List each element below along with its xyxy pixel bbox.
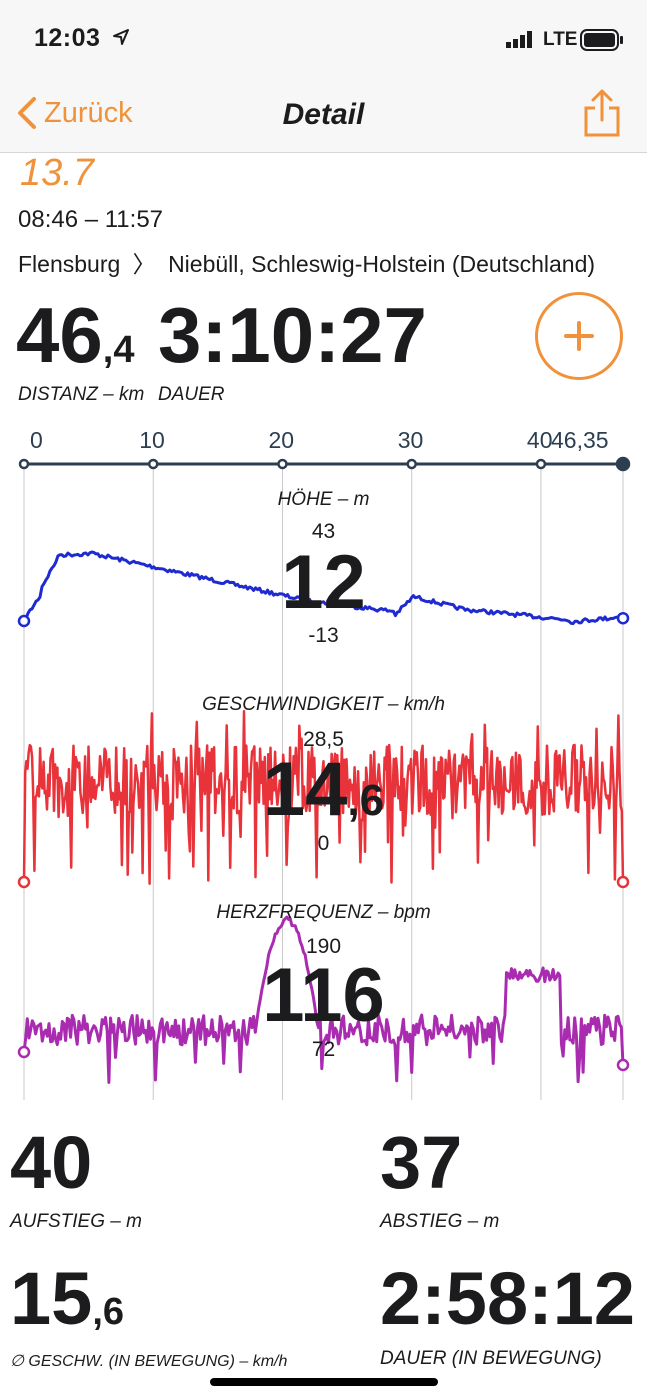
axis-tick-label: 0	[30, 427, 43, 453]
plus-icon	[564, 321, 594, 351]
speed-start-marker	[17, 875, 31, 889]
speed-line	[22, 709, 625, 885]
heartrate-chart	[17, 915, 630, 1084]
home-indicator	[210, 1378, 438, 1386]
ascent-value: 40	[10, 1121, 93, 1204]
route-to: Niebüll, Schleswig-Holstein (Deutschland…	[168, 251, 596, 277]
elevation-max: 43	[311, 520, 336, 543]
speed-chart-label: GESCHWINDIGKEIT – km/h	[202, 694, 445, 715]
avg-speed-value: 15,6	[10, 1262, 124, 1336]
avg-speed-label: ∅ GESCHW. (IN BEWEGUNG) – km/h	[10, 1353, 288, 1370]
distance-int: 46	[16, 291, 103, 379]
track-title: 13.7	[20, 152, 94, 194]
distance-dec: ,4	[102, 329, 135, 371]
descent-value: 37	[380, 1121, 463, 1204]
add-button[interactable]	[535, 292, 623, 380]
location-arrow-icon	[113, 29, 129, 45]
avg-speed-dec: ,6	[92, 1291, 125, 1333]
avg-speed-int: 15	[10, 1257, 93, 1340]
signal-icon	[506, 31, 532, 48]
route-from: Flensburg	[18, 251, 121, 277]
status-time: 12:03	[34, 24, 101, 52]
axis-tick-label: 10	[139, 427, 165, 453]
axis-tick-dot	[277, 458, 288, 470]
heartrate-max: 190	[305, 935, 342, 958]
speed-chart	[17, 709, 630, 889]
duration-value: 3:10:27	[158, 291, 427, 379]
heartrate-chart-label: HERZFREQUENZ – bpm	[216, 902, 431, 923]
back-label: Zurück	[44, 96, 133, 129]
speed-min: 0	[317, 832, 330, 855]
axis-tick-dot	[406, 458, 417, 470]
distance-label: DISTANZ – km	[18, 384, 145, 405]
track-timespan: 08:46 – 11:57	[18, 206, 164, 233]
heartrate-start-marker	[17, 1045, 31, 1059]
chevron-left-icon	[18, 97, 36, 129]
heartrate-line	[22, 915, 625, 1084]
distance-value: 46,4	[16, 296, 134, 374]
elevation-end-marker	[616, 611, 630, 625]
descent-label: ABSTIEG – m	[380, 1211, 500, 1232]
back-button[interactable]: Zurück	[16, 96, 133, 130]
speed-end-marker	[616, 875, 630, 889]
track-route: Flensburg 〉 Niebüll, Schleswig-Holstein …	[18, 245, 595, 279]
elevation-value: 12	[281, 540, 366, 625]
elevation-line	[22, 550, 624, 626]
axis-tick-dot	[535, 458, 547, 470]
duration-label: DAUER	[158, 384, 225, 405]
status-bar	[0, 0, 647, 80]
axis-tick-label: 20	[268, 427, 295, 453]
share-icon[interactable]	[583, 88, 621, 138]
speed-value-dec: ,6	[347, 776, 385, 825]
chevron-right-icon: 〉	[132, 251, 156, 277]
axis-tick-dot	[615, 456, 631, 472]
ascent-label: AUFSTIEG – m	[10, 1211, 142, 1232]
network-type: LTE	[543, 29, 578, 50]
axis-tick-dot	[147, 458, 159, 470]
heartrate-value: 116	[262, 953, 385, 1038]
heartrate-min: 72	[311, 1038, 336, 1061]
battery-icon	[580, 29, 623, 51]
navigation-bar	[0, 80, 647, 153]
elevation-chart-label: HÖHE – m	[277, 489, 370, 510]
moving-time-label: DAUER (IN BEWEGUNG)	[380, 1348, 602, 1369]
axis-tick-label: 40	[526, 427, 553, 453]
elevation-min: -13	[308, 624, 339, 647]
heartrate-end-marker	[616, 1058, 630, 1072]
elevation-start-marker	[17, 614, 31, 628]
moving-time-value: 2:58:12	[380, 1257, 636, 1340]
speed-value-int: 14	[262, 747, 348, 832]
axis-tick-label: 30	[397, 427, 424, 453]
speed-max: 28,5	[303, 728, 344, 751]
axis-tick-label: 46,35	[551, 427, 609, 453]
page-title: Detail	[282, 98, 365, 131]
speed-value: 14,6	[0, 752, 647, 828]
axis-tick-dot	[18, 458, 30, 470]
elevation-chart	[17, 550, 630, 628]
